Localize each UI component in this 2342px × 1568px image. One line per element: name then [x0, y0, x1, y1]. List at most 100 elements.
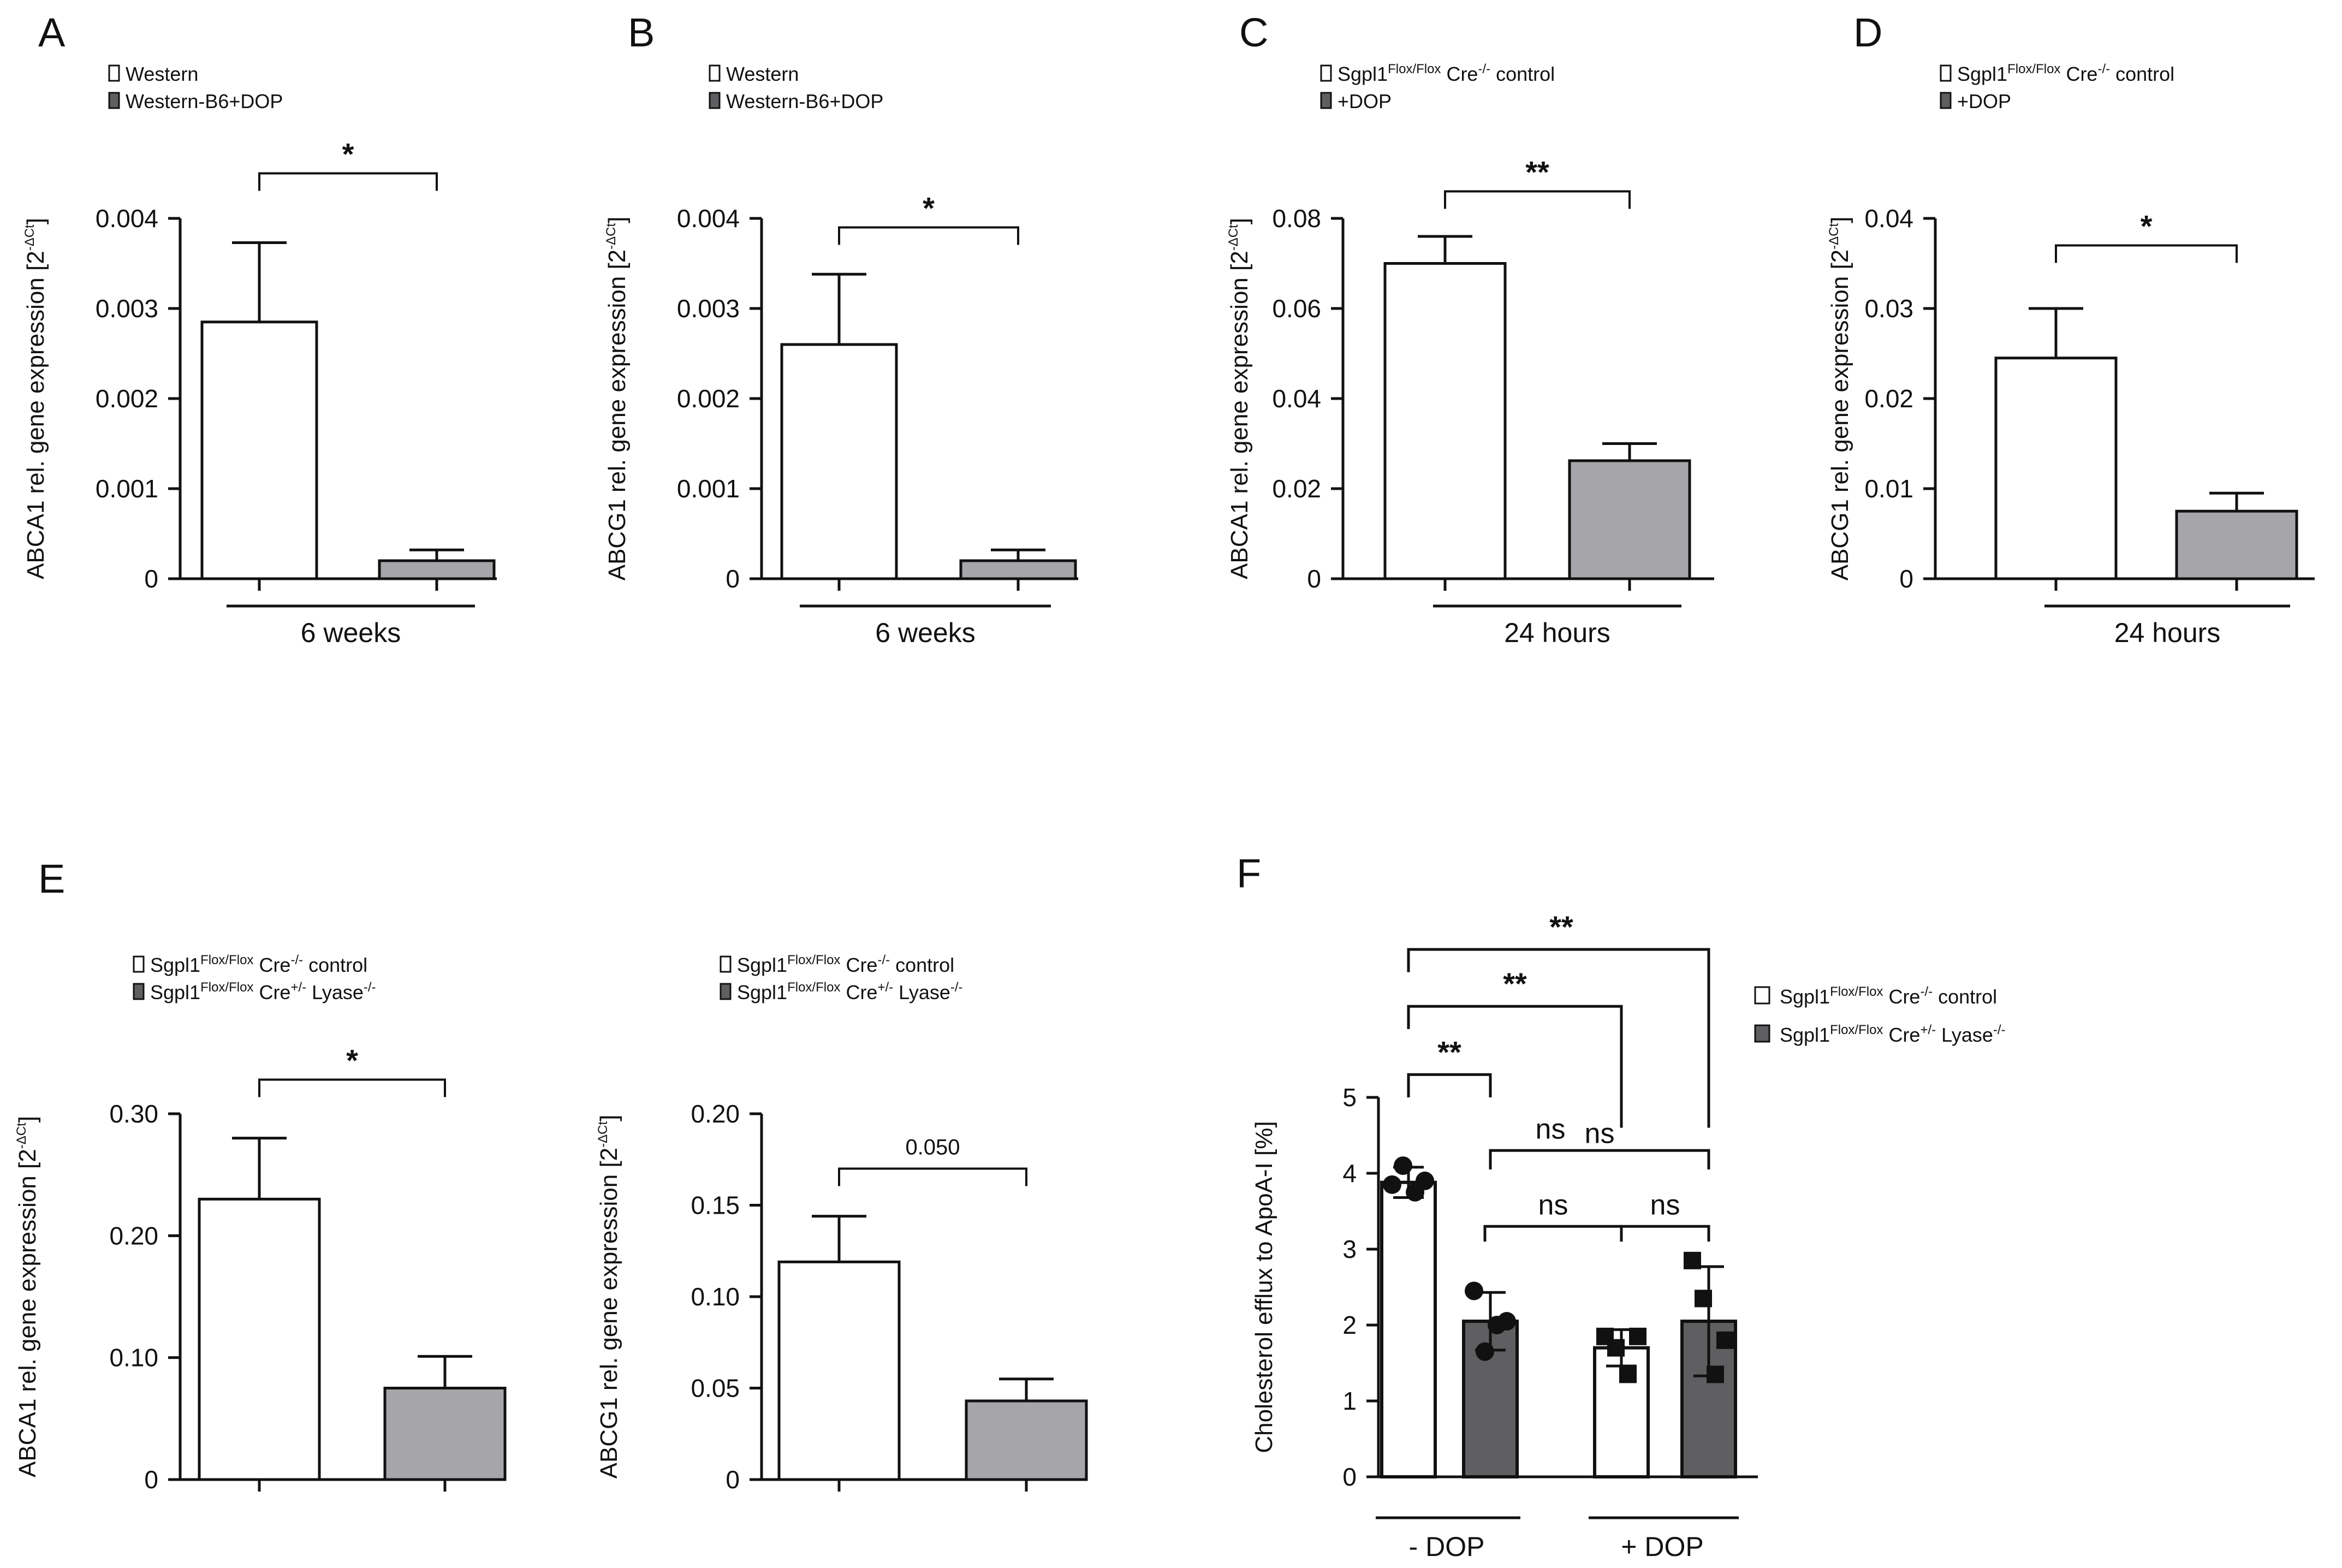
y-tick-label: 0	[726, 1465, 740, 1494]
y-axis-label: ABCG1 rel. gene expression [2-ΔCt]	[1827, 217, 1853, 581]
legend-entry: Western-B6+DOP	[726, 90, 883, 112]
legend-label-end: control	[1933, 985, 1997, 1008]
y-axis-label-main: ABCA1 rel. gene expression [2	[14, 1149, 41, 1477]
significance-label: **	[1437, 1035, 1461, 1069]
y-tick-label: 0.08	[1272, 204, 1321, 233]
data-point	[1684, 1251, 1701, 1269]
group-label: + DOP	[1621, 1531, 1703, 1562]
data-point	[1629, 1327, 1646, 1345]
legend-entry: Western-B6+DOP	[126, 90, 283, 112]
y-tick-label: 3	[1342, 1235, 1357, 1263]
legend-label: Western	[726, 63, 799, 85]
legend-label-sup: -/-	[364, 980, 376, 995]
panel-e2: 0 0.05 0.10 0.15 0.20 ABCG1 rel. gene express…	[596, 953, 1088, 1494]
significance-label: **	[1503, 966, 1527, 1001]
legend-swatch	[108, 92, 120, 109]
panel-label: A	[38, 10, 66, 55]
panel-a: A 0 0.001 0.002 0.003 0.004 ABCA1 rel. gene ex…	[22, 10, 497, 648]
significance-label: *	[346, 1043, 358, 1077]
data-point	[1716, 1331, 1734, 1349]
data-point	[1383, 1175, 1401, 1194]
legend-label: +DOP	[1957, 90, 2011, 112]
legend-entry: Sgpl1Flox/Flox Cre-/- control	[1780, 984, 1997, 1008]
legend-label-mid: Cre	[2060, 63, 2097, 85]
y-axis-label-end: ]	[14, 1116, 41, 1122]
significance-bracket	[838, 226, 1019, 245]
legend-label-sup: +/-	[877, 980, 893, 995]
significance-bracket	[258, 1078, 446, 1097]
legend-label-end: control	[890, 954, 954, 976]
legend-entry: Western	[726, 63, 799, 85]
group-label: - DOP	[1409, 1531, 1485, 1562]
data-point	[1465, 1281, 1483, 1300]
significance-label: 0.050	[905, 1136, 960, 1160]
y-tick-label: 4	[1342, 1159, 1357, 1187]
y-tick-label: 0.004	[677, 204, 740, 233]
y-axis-label-end: ]	[22, 218, 49, 224]
y-tick-label: 5	[1342, 1083, 1357, 1112]
legend-entry: Western	[126, 63, 198, 85]
legend-label-mid: Cre	[1883, 1024, 1920, 1046]
legend-label-sup: Flox/Flox	[787, 980, 840, 995]
legend-label-sup: Flox/Flox	[200, 953, 253, 967]
bar	[1383, 262, 1507, 580]
y-tick-label: 0.03	[1864, 294, 1913, 323]
significance-bracket	[1444, 190, 1631, 209]
legend-label: Sgpl1	[737, 954, 787, 976]
legend-swatch	[1754, 986, 1770, 1005]
y-axis-label-main: ABCG1 rel. gene expression [2	[1827, 250, 1853, 581]
y-tick-label: 0.002	[677, 384, 740, 413]
y-tick-label: 0.002	[96, 384, 158, 413]
legend-label-sup: Flox/Flox	[787, 953, 840, 967]
legend-entry: +DOP	[1338, 90, 1392, 112]
y-tick-label: 0.02	[1864, 384, 1913, 413]
data-point	[1476, 1342, 1494, 1361]
legend-label: Sgpl1	[150, 954, 200, 976]
y-axis-label-sup: -ΔCt	[596, 1121, 610, 1148]
legend-label: Sgpl1	[737, 981, 787, 1003]
legend-entry: Sgpl1Flox/Flox Cre-/- control	[1957, 62, 2174, 85]
data-point	[1416, 1171, 1434, 1190]
significance-bracket	[1407, 1005, 1623, 1128]
y-axis-label-sup: -ΔCt	[14, 1122, 29, 1149]
legend-label-mid: Cre	[840, 954, 877, 976]
legend-label-sup: -/-	[1993, 1023, 2006, 1037]
bar	[1994, 357, 2118, 580]
legend-entry: Sgpl1Flox/Flox Cre+/- Lyase-/-	[737, 980, 963, 1003]
data-point	[1619, 1365, 1637, 1383]
legend-label-end: control	[303, 954, 367, 976]
legend-label-sup: -/-	[877, 953, 890, 967]
y-axis-label-main: ABCA1 rel. gene expression [2	[1226, 251, 1253, 579]
y-tick-label: 0.05	[691, 1374, 740, 1403]
legend-swatch	[133, 955, 145, 973]
significance-bracket	[1489, 1149, 1710, 1170]
legend-swatch	[709, 92, 721, 109]
group-label: 24 hours	[1504, 617, 1610, 648]
legend-label-end: Lyase	[306, 981, 364, 1003]
legend-entry: Sgpl1Flox/Flox Cre+/- Lyase-/-	[1780, 1023, 2006, 1046]
y-tick-label: 0.10	[109, 1344, 158, 1372]
legend-swatch	[720, 983, 732, 1000]
legend-label-mid: Cre	[1883, 985, 1920, 1008]
significance-bracket	[1407, 948, 1710, 1128]
data-point	[1695, 1290, 1712, 1308]
legend-swatch	[1320, 64, 1332, 82]
panel-label: F	[1237, 851, 1261, 896]
y-tick-label: 0	[1899, 565, 1913, 593]
legend-entry: Sgpl1Flox/Flox Cre-/- control	[737, 953, 954, 976]
significance-bracket	[1407, 1073, 1492, 1097]
panel-label: E	[38, 856, 65, 901]
y-axis-label-main: ABCG1 rel. gene expression [2	[596, 1148, 622, 1479]
significance-label: **	[1525, 155, 1549, 189]
y-tick-label: 0.04	[1864, 204, 1913, 233]
legend-label: Western	[126, 63, 198, 85]
legend-label-mid: Cre	[1441, 63, 1478, 85]
significance-bracket	[2055, 244, 2238, 263]
y-tick-label: 0	[1342, 1463, 1357, 1491]
legend-label-sup: -/-	[2097, 62, 2110, 76]
y-tick-label: 0	[1307, 565, 1321, 593]
legend-label-sup: -/-	[290, 953, 303, 967]
panel-e1: E 0 0.10 0.20 0.30 ABCA1 rel. gene expression…	[14, 856, 507, 1494]
y-tick-label: 0.001	[677, 474, 740, 503]
